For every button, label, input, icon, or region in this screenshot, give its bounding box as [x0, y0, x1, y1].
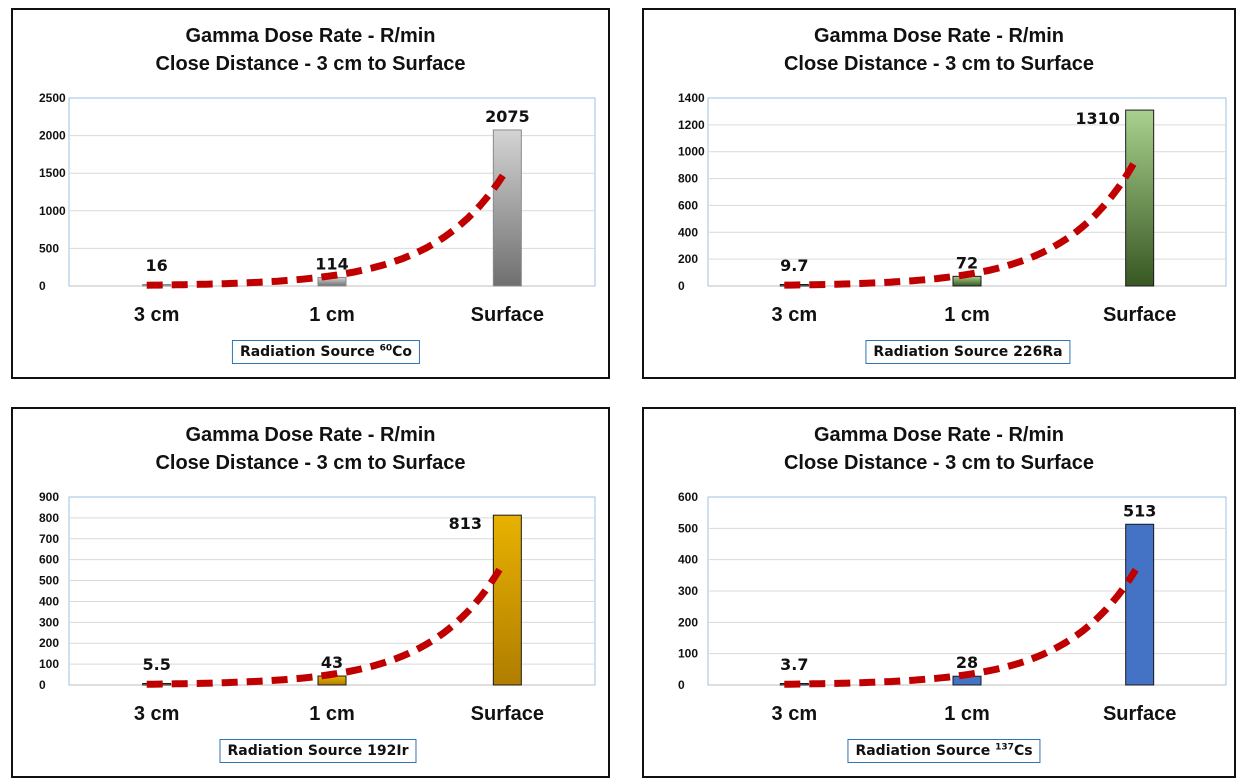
chart-panel-co60: Gamma Dose Rate - R/min Close Distance - … [11, 8, 610, 379]
trend-line [784, 567, 1139, 688]
x-tick-label: Surface [1103, 703, 1176, 725]
data-label: 9.7 [780, 256, 808, 275]
trend-line [146, 172, 507, 289]
data-label: 5.5 [142, 655, 170, 674]
chart-title: Gamma Dose Rate - R/min [814, 424, 1064, 446]
data-label: 114 [315, 254, 348, 273]
data-label: 513 [1123, 501, 1156, 520]
source-label-isotope-mass: 137 [995, 742, 1014, 753]
y-tick-label: 2000 [39, 129, 66, 143]
x-tick-label: 1 cm [309, 703, 355, 725]
y-tick-label: 200 [678, 615, 698, 629]
bar [1125, 109, 1155, 287]
chart-svg: Gamma Dose Rate - R/min Close Distance - … [39, 424, 596, 725]
chart-svg: Gamma Dose Rate - R/min Close Distance - … [678, 25, 1227, 326]
chart-title: Gamma Dose Rate - R/min [185, 424, 435, 446]
source-label-box: Radiation Source 226Ra [865, 340, 1071, 364]
y-tick-label: 0 [678, 678, 685, 692]
y-tick-label: 1000 [39, 204, 66, 218]
source-label-box: Radiation Source 192Ir [219, 739, 417, 763]
y-tick-label: 2500 [39, 91, 66, 105]
trend-line [146, 561, 507, 688]
x-tick-label: 1 cm [944, 703, 990, 725]
y-tick-label: 300 [678, 584, 698, 598]
y-tick-label: 400 [678, 553, 698, 567]
y-tick-label: 900 [39, 490, 59, 504]
source-label-prefix: Radiation Source [239, 344, 380, 360]
chart-subtitle: Close Distance - 3 cm to Surface [784, 53, 1094, 75]
y-tick-label: 500 [39, 574, 59, 588]
chart-svg: Gamma Dose Rate - R/min Close Distance - … [39, 25, 596, 326]
x-tick-label: 3 cm [772, 304, 818, 326]
y-tick-label: 100 [39, 657, 59, 671]
source-label-prefix: Radiation Source [855, 743, 996, 759]
data-label: 72 [956, 253, 978, 272]
trend-line [784, 158, 1139, 289]
x-tick-label: 3 cm [772, 703, 818, 725]
y-tick-label: 1400 [678, 91, 705, 105]
x-tick-label: Surface [471, 703, 544, 725]
source-label-element: Cs [1013, 743, 1033, 759]
bar [1125, 523, 1155, 686]
chart-title: Gamma Dose Rate - R/min [185, 25, 435, 47]
source-label-element: Co [392, 344, 413, 360]
chart-subtitle: Close Distance - 3 cm to Surface [155, 53, 465, 75]
y-tick-label: 800 [678, 172, 698, 186]
y-tick-label: 600 [678, 490, 698, 504]
bar [492, 514, 522, 686]
data-label: 1310 [1075, 109, 1120, 128]
y-tick-label: 600 [39, 553, 59, 567]
chart-svg: Gamma Dose Rate - R/min Close Distance - … [678, 424, 1227, 725]
y-tick-label: 1500 [39, 166, 66, 180]
y-tick-label: 100 [678, 647, 698, 661]
x-tick-label: 1 cm [309, 304, 355, 326]
source-label-isotope-mass: 60 [379, 343, 393, 354]
x-tick-label: Surface [471, 304, 544, 326]
chart-title: Gamma Dose Rate - R/min [814, 25, 1064, 47]
source-label-prefix: Radiation Source 226Ra [873, 344, 1063, 360]
x-tick-label: 3 cm [134, 703, 180, 725]
y-tick-label: 0 [678, 279, 685, 293]
y-tick-label: 300 [39, 615, 59, 629]
chart-subtitle: Close Distance - 3 cm to Surface [155, 452, 465, 474]
y-tick-label: 400 [39, 594, 59, 608]
data-label: 2075 [485, 107, 530, 126]
data-label: 813 [449, 514, 482, 533]
data-label: 28 [956, 653, 978, 672]
y-tick-label: 200 [678, 252, 698, 266]
y-tick-label: 200 [39, 636, 59, 650]
x-tick-label: Surface [1103, 304, 1176, 326]
source-label-prefix: Radiation Source 192Ir [227, 743, 409, 759]
chart-panel-ra226: Gamma Dose Rate - R/min Close Distance - … [642, 8, 1236, 379]
y-tick-label: 1000 [678, 145, 705, 159]
y-tick-label: 400 [678, 225, 698, 239]
source-label-box: Radiation Source 137Cs [847, 739, 1041, 763]
y-tick-label: 1200 [678, 118, 705, 132]
x-tick-label: 1 cm [944, 304, 990, 326]
bar [492, 129, 522, 287]
y-tick-label: 0 [39, 279, 46, 293]
data-label: 43 [321, 653, 343, 672]
source-label-box: Radiation Source 60Co [231, 340, 421, 364]
chart-panel-cs137: Gamma Dose Rate - R/min Close Distance - … [642, 407, 1236, 778]
chart-panel-ir192: Gamma Dose Rate - R/min Close Distance - … [11, 407, 610, 778]
y-tick-label: 500 [39, 241, 59, 255]
data-label: 16 [146, 256, 168, 275]
x-tick-label: 3 cm [134, 304, 180, 326]
data-label: 3.7 [780, 655, 808, 674]
y-tick-label: 800 [39, 511, 59, 525]
y-tick-label: 500 [678, 521, 698, 535]
chart-subtitle: Close Distance - 3 cm to Surface [784, 452, 1094, 474]
y-tick-label: 600 [678, 198, 698, 212]
y-tick-label: 0 [39, 678, 46, 692]
y-tick-label: 700 [39, 532, 59, 546]
